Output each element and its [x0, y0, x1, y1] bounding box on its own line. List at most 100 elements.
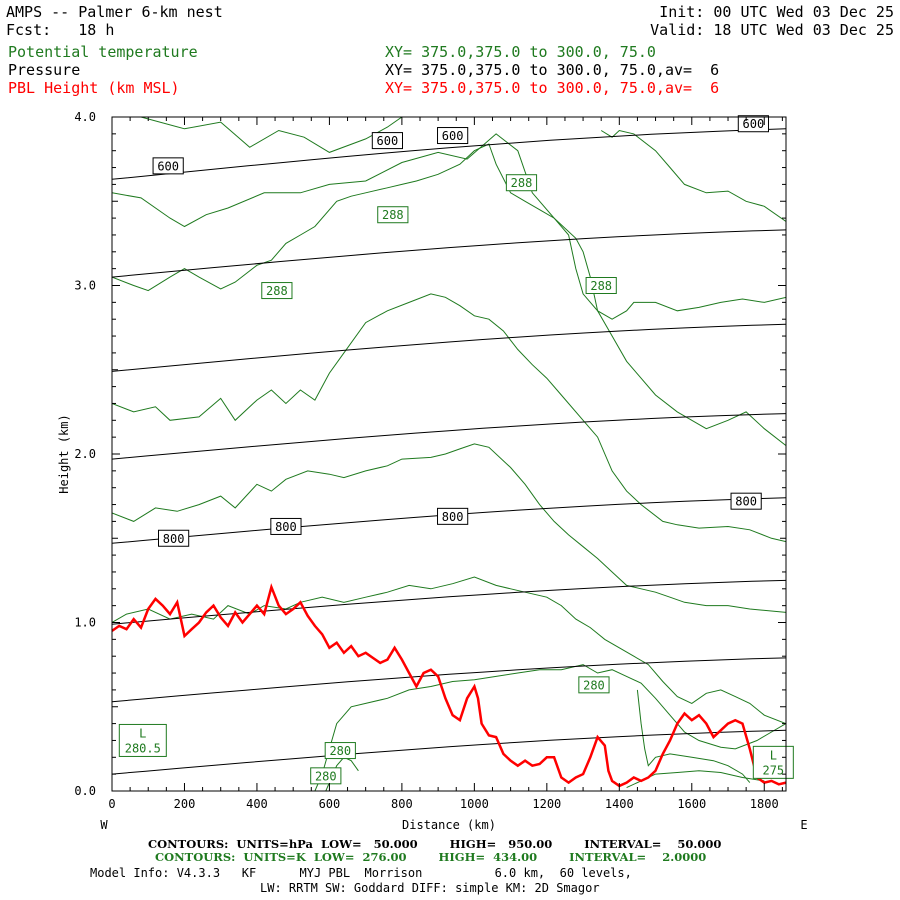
theta-label-6-text: 280	[315, 769, 337, 783]
theta-contour-282	[112, 576, 786, 725]
theta-label-4: 280	[578, 676, 610, 694]
legend-theta-xy: XY= 375.0,375.0 to 300.0, 75.0	[385, 43, 656, 61]
theta-label-5-text: 280	[329, 744, 351, 758]
axes: 0 200 400 600 800 1000 1200 1400 1600 1800 0.0 1.0 2…	[74, 110, 786, 811]
pressure-contour-600	[111, 128, 787, 180]
pressure-contour-750	[111, 413, 787, 460]
theta-contour-280	[314, 664, 786, 791]
theta-label-2-text: 288	[266, 284, 288, 298]
theta-label-5-box	[324, 742, 356, 760]
theta-label-0-box	[505, 174, 538, 192]
theta-contour-284	[112, 443, 786, 613]
theta-label-0-text: 288	[511, 176, 533, 190]
footer-contours-theta: CONTOURS: UNITS=K LOW= 276.00 HIGH= 434.…	[155, 850, 707, 864]
y-tick-label-4.0: 4.0	[74, 110, 96, 124]
pbl-height-line	[111, 583, 787, 788]
contour-labels: 600 600 600 600 800 800 800 800 288 288 288 288 280 2…	[118, 115, 794, 785]
theta-label-4-text: 280	[583, 678, 605, 692]
legend-pressure-label: Pressure	[8, 61, 81, 79]
pressure-label-4-text: 800	[163, 532, 185, 546]
theta-contour-288-c	[600, 129, 786, 222]
pressure-label-3-text: 600	[743, 117, 765, 131]
legend-pbl-xy: XY= 375.0,375.0 to 300.0, 75.0,av= 6	[385, 79, 720, 97]
theta-label-0: 288	[505, 174, 538, 192]
pressure-label-4: 800	[158, 529, 190, 547]
theta-label-5: 280	[324, 742, 356, 760]
pressure-label-0-text: 600	[157, 159, 179, 173]
footer-model-info: Model Info: V4.3.3 KF MYJ PBL Morrison 6…	[90, 866, 632, 880]
pressure-contours	[111, 128, 787, 775]
low-label-value-1: 275	[762, 763, 784, 777]
x-tick-label-1600: 1600	[677, 797, 706, 811]
theta-label-3-text: 288	[590, 279, 612, 293]
plot-title: AMPS -- Palmer 6-km nest	[6, 3, 223, 21]
theta-contour-288-b	[112, 143, 786, 320]
footer-model-info-2: LW: RRTM SW: Goddard DIFF: simple KM: 2D…	[260, 881, 600, 895]
pressure-contour-650	[111, 229, 787, 278]
theta-contour-280-gap	[636, 689, 751, 783]
theta-label-3: 288	[585, 277, 617, 294]
x-tick-label-200: 200	[174, 797, 196, 811]
valid-time: Valid: 18 UTC Wed 03 Dec 25	[650, 21, 894, 39]
legend-theta-label: Potential temperature	[8, 43, 198, 61]
x-tick-label-600: 600	[319, 797, 341, 811]
pressure-label-7-text: 800	[735, 495, 757, 509]
y-tick-label-2.0: 2.0	[74, 447, 96, 461]
y-tick-label-3.0: 3.0	[74, 279, 96, 293]
legend-pressure-xy: XY= 375.0,375.0 to 300.0, 75.0,av= 6	[385, 61, 720, 79]
pressure-label-0: 600	[152, 157, 184, 175]
x-tick-label-1200: 1200	[532, 797, 561, 811]
theta-label-3-box	[585, 277, 617, 294]
x-tick-label-1400: 1400	[605, 797, 634, 811]
low-label-l-0: L	[139, 726, 146, 740]
theta-label-2: 288	[261, 282, 293, 300]
theta-contour-286	[112, 293, 786, 543]
pressure-contour-900	[111, 657, 787, 703]
low-label-l-1: L	[770, 748, 777, 762]
theta-label-1: 288	[377, 206, 409, 224]
pressure-label-0-box	[152, 157, 184, 175]
pressure-contour-700	[111, 323, 787, 372]
init-time: Init: 00 UTC Wed 03 Dec 25	[659, 3, 894, 21]
theta-label-6: 280	[310, 767, 342, 785]
pressure-label-7-box	[730, 492, 762, 510]
pressure-label-5-box	[270, 517, 302, 535]
pressure-label-6-box	[437, 507, 469, 525]
pressure-contour-950	[111, 729, 787, 775]
x-tick-label-1800: 1800	[750, 797, 779, 811]
pressure-label-2: 600	[437, 127, 469, 145]
pressure-label-6-text: 800	[442, 510, 464, 524]
forecast-hour: Fcst: 18 h	[6, 21, 115, 39]
pressure-label-5: 800	[270, 517, 302, 535]
pressure-label-7: 800	[730, 492, 762, 510]
pressure-label-2-text: 600	[442, 129, 464, 143]
theta-contour-288-a	[112, 133, 786, 446]
pressure-label-1-text: 600	[377, 134, 399, 148]
pressure-label-4-box	[158, 529, 190, 547]
low-label-box-0	[118, 723, 167, 757]
theta-label-1-box	[377, 206, 409, 224]
x-tick-label-1000: 1000	[460, 797, 489, 811]
pressure-contour-850	[111, 579, 787, 625]
x-axis-label: Distance (km)	[402, 818, 496, 832]
pressure-label-2-box	[437, 127, 469, 145]
x-tick-label-800: 800	[391, 797, 413, 811]
plot-frame	[111, 116, 787, 792]
pbl-height-series	[111, 583, 787, 788]
pressure-label-6: 800	[437, 507, 469, 525]
y-axis-label: Height (km)	[57, 414, 71, 493]
y-tick-label-1.0: 1.0	[74, 616, 96, 630]
theta-label-1-text: 288	[382, 208, 404, 222]
pressure-label-1-box	[371, 132, 403, 150]
legend-pbl-label: PBL Height (km MSL)	[8, 79, 180, 97]
x-tick-label-400: 400	[246, 797, 268, 811]
west-label: W	[100, 818, 108, 832]
theta-contour-288-upper	[140, 117, 403, 153]
x-tick-label-0: 0	[108, 797, 115, 811]
low-label-box-1	[752, 745, 794, 779]
theta-label-2-box	[261, 282, 293, 300]
pressure-label-5-text: 800	[275, 520, 297, 534]
